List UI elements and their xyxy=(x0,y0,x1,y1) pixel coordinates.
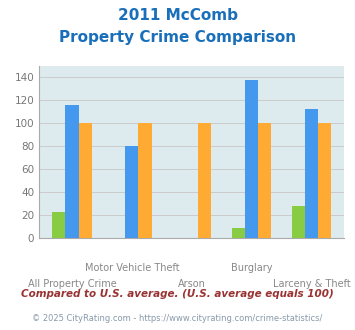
Bar xyxy=(232,228,245,238)
Text: Larceny & Theft: Larceny & Theft xyxy=(273,279,350,289)
Text: Compared to U.S. average. (U.S. average equals 100): Compared to U.S. average. (U.S. average … xyxy=(21,289,334,299)
Bar xyxy=(138,123,152,238)
Text: Property Crime Comparison: Property Crime Comparison xyxy=(59,30,296,45)
Bar xyxy=(305,110,318,238)
Bar xyxy=(245,80,258,238)
Bar xyxy=(78,123,92,238)
Text: All Property Crime: All Property Crime xyxy=(28,279,116,289)
Bar xyxy=(318,123,331,238)
Legend: McComb, Ohio, National: McComb, Ohio, National xyxy=(55,326,328,330)
Bar xyxy=(125,146,138,238)
Text: © 2025 CityRating.com - https://www.cityrating.com/crime-statistics/: © 2025 CityRating.com - https://www.city… xyxy=(32,314,323,323)
Bar xyxy=(65,105,78,238)
Bar xyxy=(258,123,271,238)
Text: 2011 McComb: 2011 McComb xyxy=(118,8,237,23)
Bar xyxy=(198,123,212,238)
Text: Arson: Arson xyxy=(178,279,206,289)
Text: Burglary: Burglary xyxy=(231,263,272,273)
Bar xyxy=(52,213,65,238)
Bar xyxy=(292,206,305,238)
Text: Motor Vehicle Theft: Motor Vehicle Theft xyxy=(84,263,179,273)
